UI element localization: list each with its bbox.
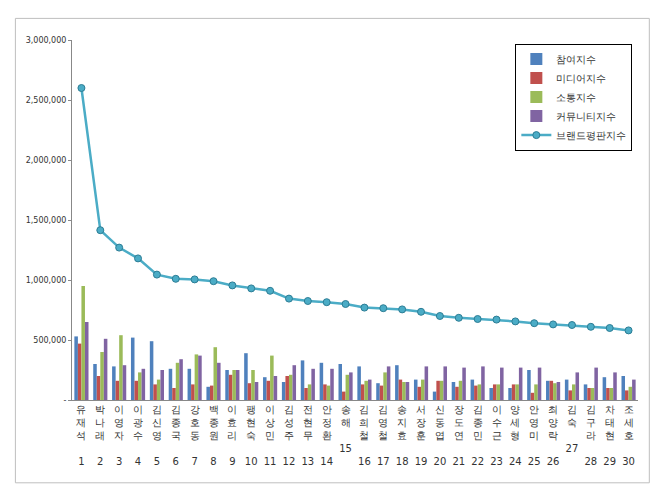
svg-text:브랜드평판지수: 브랜드평판지수 (556, 130, 626, 141)
svg-text:김종국6: 김종국6 (171, 404, 181, 467)
svg-text:차태현29: 차태현29 (603, 404, 616, 467)
svg-text:박나래2: 박나래2 (95, 404, 105, 467)
svg-text:2,000,000: 2,000,000 (26, 156, 67, 165)
svg-text:이영자3: 이영자3 (114, 404, 124, 467)
svg-text:김신영5: 김신영5 (152, 404, 162, 467)
svg-text:김숙27: 김숙27 (566, 404, 579, 454)
svg-text:이상민11: 이상민11 (264, 404, 277, 467)
svg-text:1,500,000: 1,500,000 (26, 216, 67, 225)
svg-text:김종민22: 김종민22 (471, 404, 484, 467)
svg-text:미디어지수: 미디어지수 (556, 73, 606, 84)
svg-text:유재석1: 유재석1 (76, 404, 86, 467)
svg-text:2,500,000: 2,500,000 (26, 96, 67, 105)
svg-text:김성주12: 김성주12 (283, 404, 296, 467)
svg-text:강호동7: 강호동7 (190, 404, 200, 467)
svg-text:전현무13: 전현무13 (301, 404, 314, 467)
svg-text:장도연21: 장도연21 (452, 404, 465, 467)
svg-text:김영철17: 김영철17 (377, 404, 390, 467)
svg-text:김희철16: 김희철16 (358, 404, 371, 467)
svg-text:송해15: 송해15 (339, 404, 352, 454)
svg-text:최양락26: 최양락26 (547, 404, 560, 467)
svg-text:이효리9: 이효리9 (227, 404, 237, 467)
svg-text:커뮤니티지수: 커뮤니티지수 (556, 111, 616, 122)
svg-text:조세호30: 조세호30 (622, 404, 635, 467)
svg-text:3,000,000: 3,000,000 (26, 36, 67, 45)
svg-text:500,000: 500,000 (33, 336, 66, 345)
svg-text:참여지수: 참여지수 (556, 54, 596, 65)
svg-text:이수근23: 이수근23 (490, 404, 503, 467)
svg-text:백종원8: 백종원8 (209, 404, 219, 467)
svg-text:소통지수: 소통지수 (556, 92, 596, 103)
svg-text:팽현숙10: 팽현숙10 (245, 404, 258, 467)
svg-text:-: - (64, 396, 67, 405)
svg-text:김구라28: 김구라28 (584, 404, 597, 467)
svg-text:안정환14: 안정환14 (320, 404, 333, 467)
svg-text:안영미25: 안영미25 (528, 404, 541, 467)
svg-text:신동엽20: 신동엽20 (434, 404, 447, 467)
svg-text:송지효18: 송지효18 (396, 404, 409, 467)
svg-text:양세형24: 양세형24 (509, 404, 522, 467)
svg-text:서장훈19: 서장훈19 (415, 404, 428, 467)
svg-text:1,000,000: 1,000,000 (26, 276, 67, 285)
svg-text:이광수4: 이광수4 (133, 404, 143, 467)
